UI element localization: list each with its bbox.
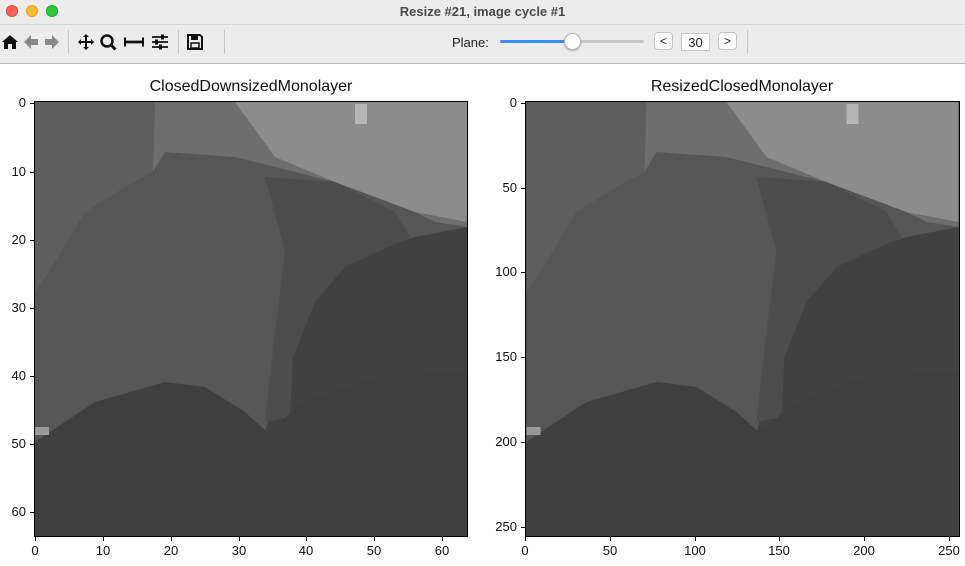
toolbar-separator xyxy=(747,30,748,54)
save-icon[interactable] xyxy=(185,32,205,52)
y-axis-tick-label: 20 xyxy=(11,232,26,247)
left-image xyxy=(35,102,467,536)
x-axis-tick xyxy=(171,537,172,541)
x-axis-tick-label: 40 xyxy=(298,543,314,558)
plane-label: Plane: xyxy=(452,35,489,50)
x-axis-tick-label: 50 xyxy=(602,543,618,558)
configure-icon[interactable] xyxy=(150,32,170,52)
y-axis-tick xyxy=(521,103,525,104)
x-axis-tick xyxy=(525,537,526,541)
pan-icon[interactable] xyxy=(76,32,96,52)
y-axis-tick-label: 200 xyxy=(495,434,517,449)
y-axis-tick xyxy=(521,188,525,189)
window-titlebar: Resize #21, image cycle #1 xyxy=(0,0,965,25)
x-axis-tick xyxy=(239,537,240,541)
x-axis-tick xyxy=(374,537,375,541)
y-axis-tick-label: 30 xyxy=(11,300,26,315)
y-axis-tick-label: 50 xyxy=(11,436,26,451)
x-axis-tick xyxy=(103,537,104,541)
toolbar-separator xyxy=(178,30,179,54)
y-axis-tick xyxy=(521,357,525,358)
y-axis-tick xyxy=(30,172,34,173)
x-axis-tick-label: 150 xyxy=(768,543,790,558)
y-axis-tick-label: 0 xyxy=(509,95,517,110)
y-axis-tick-label: 10 xyxy=(11,164,26,179)
forward-arrow-icon[interactable] xyxy=(42,32,62,52)
y-axis-tick-label: 0 xyxy=(18,95,26,110)
zoom-icon[interactable] xyxy=(98,32,118,52)
toolbar: Plane: < 30 > xyxy=(0,25,965,64)
plane-slider[interactable] xyxy=(500,33,644,51)
y-axis-tick-label: 100 xyxy=(495,264,517,279)
y-axis-tick xyxy=(521,272,525,273)
toolbar-separator xyxy=(224,30,225,54)
window-title: Resize #21, image cycle #1 xyxy=(399,4,566,19)
x-axis-tick-label: 250 xyxy=(938,543,960,558)
subplots-icon[interactable] xyxy=(124,32,144,52)
y-axis-tick-label: 150 xyxy=(495,349,517,364)
toolbar-separator xyxy=(68,30,69,54)
plane-number-field[interactable]: 30 xyxy=(681,33,710,51)
right-image xyxy=(526,102,959,536)
x-axis-tick xyxy=(35,537,36,541)
x-axis-tick-label: 50 xyxy=(366,543,382,558)
x-axis-tick-label: 30 xyxy=(231,543,247,558)
y-axis-tick xyxy=(30,240,34,241)
left-image-canvas[interactable] xyxy=(34,101,468,537)
x-axis-tick xyxy=(442,537,443,541)
x-axis-tick-label: 0 xyxy=(521,543,529,558)
x-axis-tick-label: 100 xyxy=(684,543,706,558)
back-arrow-icon[interactable] xyxy=(21,32,41,52)
maximize-window-button[interactable] xyxy=(46,5,58,17)
y-axis-tick xyxy=(30,444,34,445)
y-axis-tick xyxy=(30,103,34,104)
right-plot-title: ResizedClosedMonolayer xyxy=(650,78,834,95)
plane-slider-knob[interactable] xyxy=(564,33,581,50)
y-axis-tick xyxy=(30,376,34,377)
right-image-canvas[interactable] xyxy=(525,101,960,537)
x-axis-tick xyxy=(695,537,696,541)
x-axis-tick-label: 0 xyxy=(31,543,39,558)
y-axis-tick-label: 250 xyxy=(495,519,517,534)
y-axis-tick xyxy=(521,442,525,443)
x-axis-tick xyxy=(779,537,780,541)
minimize-window-button[interactable] xyxy=(26,5,38,17)
x-axis-tick-label: 60 xyxy=(434,543,450,558)
y-axis-tick xyxy=(521,527,525,528)
y-axis-tick-label: 40 xyxy=(11,368,26,383)
x-axis-tick-label: 200 xyxy=(853,543,875,558)
x-axis-tick xyxy=(864,537,865,541)
y-axis-tick xyxy=(30,308,34,309)
close-window-button[interactable] xyxy=(6,5,18,17)
plane-slider-fill xyxy=(500,40,572,43)
previous-plane-button[interactable]: < xyxy=(654,32,673,50)
x-axis-tick-label: 20 xyxy=(163,543,179,558)
y-axis-tick xyxy=(30,512,34,513)
y-axis-tick-label: 60 xyxy=(11,504,26,519)
x-axis-tick xyxy=(306,537,307,541)
x-axis-tick xyxy=(949,537,950,541)
next-plane-button[interactable]: > xyxy=(718,32,737,50)
x-axis-tick-label: 10 xyxy=(95,543,111,558)
home-icon[interactable] xyxy=(0,32,20,52)
y-axis-tick-label: 50 xyxy=(502,180,517,195)
left-plot-title: ClosedDownsizedMonolayer xyxy=(149,78,353,95)
x-axis-tick xyxy=(610,537,611,541)
